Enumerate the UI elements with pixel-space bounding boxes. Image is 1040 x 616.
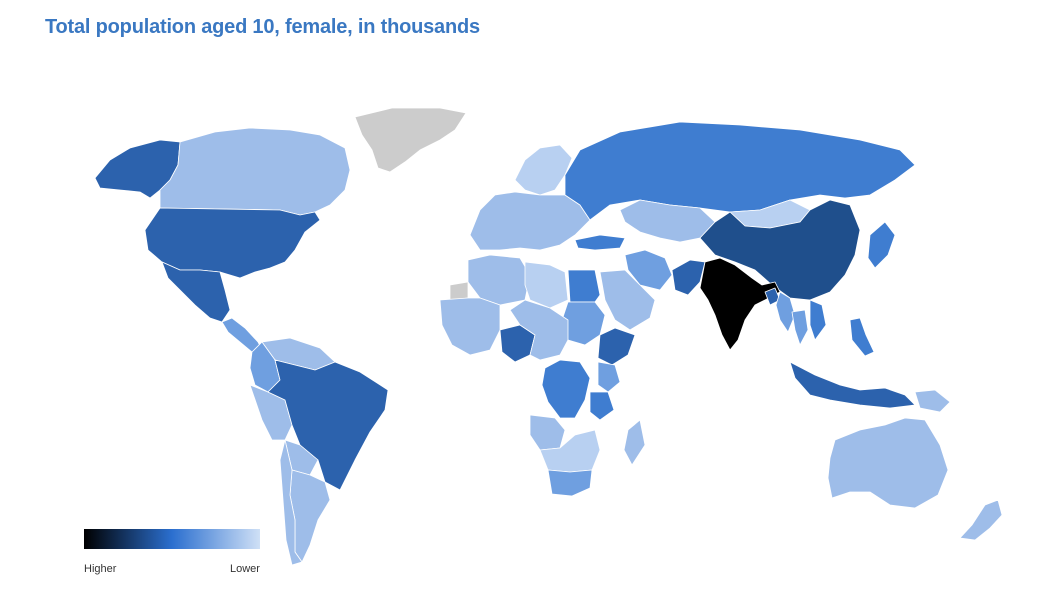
region-chile[interactable]: [279, 439, 303, 566]
region-usa[interactable]: [144, 207, 321, 279]
region-russia[interactable]: [564, 121, 916, 221]
region-australia[interactable]: [827, 417, 949, 509]
map-title: Total population aged 10, female, in tho…: [45, 16, 480, 38]
region-ethiopia[interactable]: [597, 327, 636, 366]
region-libya[interactable]: [524, 261, 569, 309]
region-central-africa[interactable]: [509, 299, 569, 361]
region-west-africa[interactable]: [439, 297, 501, 356]
region-drc[interactable]: [541, 359, 591, 419]
region-iran[interactable]: [624, 249, 673, 291]
region-madagascar[interactable]: [623, 419, 646, 466]
region-algeria[interactable]: [467, 254, 531, 306]
region-india[interactable]: [699, 257, 781, 351]
region-china[interactable]: [699, 199, 861, 301]
region-angola[interactable]: [529, 414, 566, 451]
region-japan[interactable]: [867, 221, 896, 269]
region-argentina[interactable]: [289, 469, 331, 563]
legend-higher-label: Higher: [84, 563, 117, 575]
region-central-america[interactable]: [221, 317, 263, 353]
region-egypt[interactable]: [567, 269, 601, 303]
region-brazil[interactable]: [267, 359, 389, 491]
region-philippines[interactable]: [849, 317, 875, 357]
region-thailand[interactable]: [791, 309, 809, 346]
region-mexico[interactable]: [161, 261, 231, 323]
region-kenya[interactable]: [597, 361, 621, 393]
region-indonesia[interactable]: [789, 361, 916, 409]
region-western-sahara[interactable]: [449, 281, 469, 301]
region-saudi-arabia[interactable]: [599, 269, 656, 331]
region-south-africa[interactable]: [547, 469, 593, 497]
region-new-zealand[interactable]: [959, 499, 1003, 541]
region-papua[interactable]: [914, 389, 951, 413]
legend-lower-label: Lower: [230, 563, 260, 575]
region-scandinavia[interactable]: [514, 144, 573, 196]
region-pakistan[interactable]: [671, 259, 706, 296]
region-canada[interactable]: [159, 127, 351, 216]
region-vietnam[interactable]: [809, 299, 827, 341]
region-tanzania[interactable]: [589, 391, 615, 421]
region-greenland[interactable]: [354, 107, 467, 173]
region-myanmar[interactable]: [775, 291, 796, 333]
legend-gradient-bar: [84, 529, 260, 549]
region-europe[interactable]: [469, 191, 591, 251]
region-turkey[interactable]: [574, 234, 626, 251]
region-sudan[interactable]: [561, 301, 606, 346]
